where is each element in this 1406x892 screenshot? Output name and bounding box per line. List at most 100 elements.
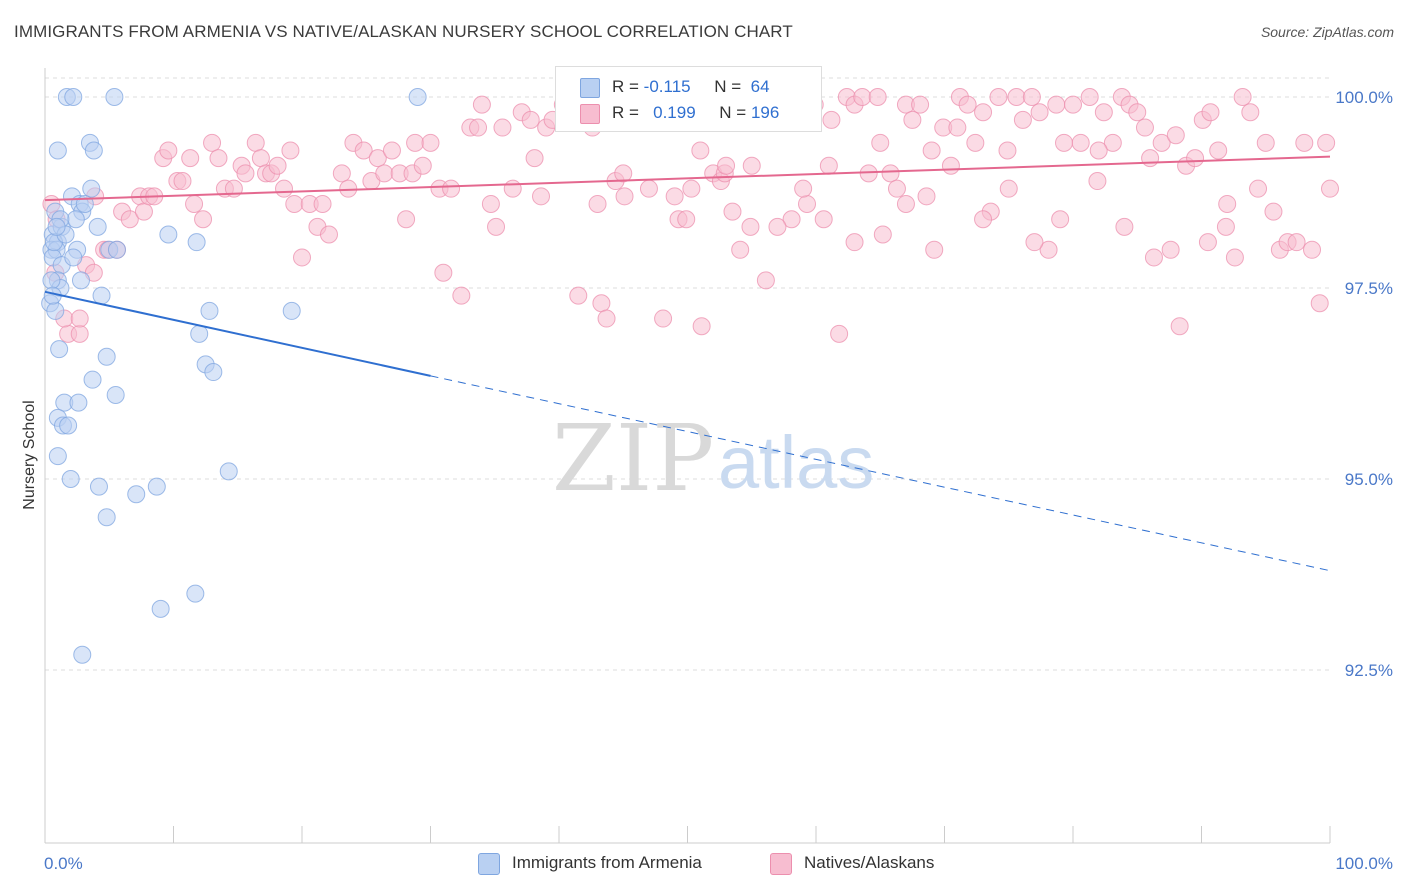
data-point <box>925 240 944 259</box>
data-point <box>1055 133 1074 152</box>
data-point <box>903 110 922 129</box>
data-point <box>83 370 102 389</box>
data-point <box>268 156 287 175</box>
data-point <box>48 141 67 160</box>
data-point <box>1080 88 1099 106</box>
data-point <box>48 447 67 466</box>
data-point <box>50 340 69 359</box>
data-point <box>70 324 89 343</box>
data-point <box>654 309 673 328</box>
data-point <box>597 309 616 328</box>
data-point <box>756 271 775 290</box>
x-tick-label: 0.0% <box>44 854 83 873</box>
data-point <box>830 324 849 343</box>
data-point <box>97 508 116 527</box>
data-point <box>1198 233 1217 252</box>
data-point <box>181 149 200 168</box>
data-point <box>84 141 103 160</box>
data-point <box>73 645 92 664</box>
data-point <box>1209 141 1228 160</box>
legend-r-label: R = <box>612 77 639 96</box>
data-point <box>873 225 892 244</box>
data-point <box>798 194 817 213</box>
data-point <box>332 164 351 183</box>
bottom-legend-label: Immigrants from Armenia <box>512 853 702 872</box>
data-point <box>319 225 338 244</box>
data-point <box>293 248 311 267</box>
bottom-legend-label: Natives/Alaskans <box>804 853 935 872</box>
data-point <box>190 324 209 343</box>
data-point <box>1216 217 1235 236</box>
data-point <box>251 149 270 168</box>
data-point <box>1310 294 1329 313</box>
data-point <box>941 156 960 175</box>
data-point <box>120 210 139 229</box>
data-point <box>881 164 900 183</box>
data-point <box>194 210 213 229</box>
data-point <box>209 149 228 168</box>
data-point <box>1303 240 1322 259</box>
data-point <box>159 141 178 160</box>
data-point <box>281 141 300 160</box>
data-point <box>481 194 500 213</box>
data-point <box>42 271 61 290</box>
data-point <box>1233 88 1252 106</box>
data-point <box>896 194 915 213</box>
data-point <box>615 187 634 206</box>
data-point <box>69 393 88 412</box>
data-point <box>246 133 265 152</box>
data-point <box>159 225 178 244</box>
trend-lines <box>44 155 1331 572</box>
data-point <box>200 301 219 320</box>
watermark-atlas: atlas <box>718 421 874 504</box>
data-point <box>639 179 658 198</box>
data-point <box>173 172 192 191</box>
bottom-legend-swatch-pink <box>770 853 792 875</box>
data-point <box>354 141 373 160</box>
data-point <box>692 317 711 336</box>
data-point <box>768 217 787 236</box>
data-point <box>794 179 813 198</box>
data-point <box>1094 103 1113 122</box>
data-point <box>814 210 833 229</box>
data-point <box>59 416 78 435</box>
data-point <box>151 599 170 618</box>
data-point <box>1007 88 1026 106</box>
data-point <box>106 385 125 404</box>
data-point <box>186 584 205 603</box>
data-point <box>1088 172 1107 191</box>
y-tick-label: 100.0% <box>1335 88 1393 107</box>
data-point <box>147 477 166 496</box>
data-point <box>1047 95 1066 114</box>
data-point <box>741 217 760 236</box>
data-point <box>487 217 506 236</box>
data-point <box>887 179 906 198</box>
data-point <box>71 271 90 290</box>
data-point <box>1103 133 1122 152</box>
data-point <box>989 88 1008 106</box>
data-point <box>1030 103 1049 122</box>
data-point <box>782 210 801 229</box>
data-point <box>691 141 710 160</box>
data-point <box>1022 88 1041 106</box>
data-point <box>1161 240 1180 259</box>
data-point <box>998 141 1017 160</box>
data-point <box>285 194 304 213</box>
data-point <box>974 103 993 122</box>
data-point <box>421 133 440 152</box>
data-point <box>521 110 540 129</box>
data-point <box>472 95 491 114</box>
data-point <box>845 233 864 252</box>
data-point <box>1287 233 1306 252</box>
data-point <box>569 286 588 305</box>
data-point <box>493 118 512 137</box>
watermark-zip: ZIP <box>552 405 714 512</box>
data-point <box>966 133 985 152</box>
data-point <box>219 462 238 481</box>
data-point <box>588 194 607 213</box>
data-point <box>1295 133 1314 152</box>
data-point <box>1218 194 1237 213</box>
data-point <box>1025 233 1044 252</box>
legend-n-value: 64 <box>750 77 770 96</box>
